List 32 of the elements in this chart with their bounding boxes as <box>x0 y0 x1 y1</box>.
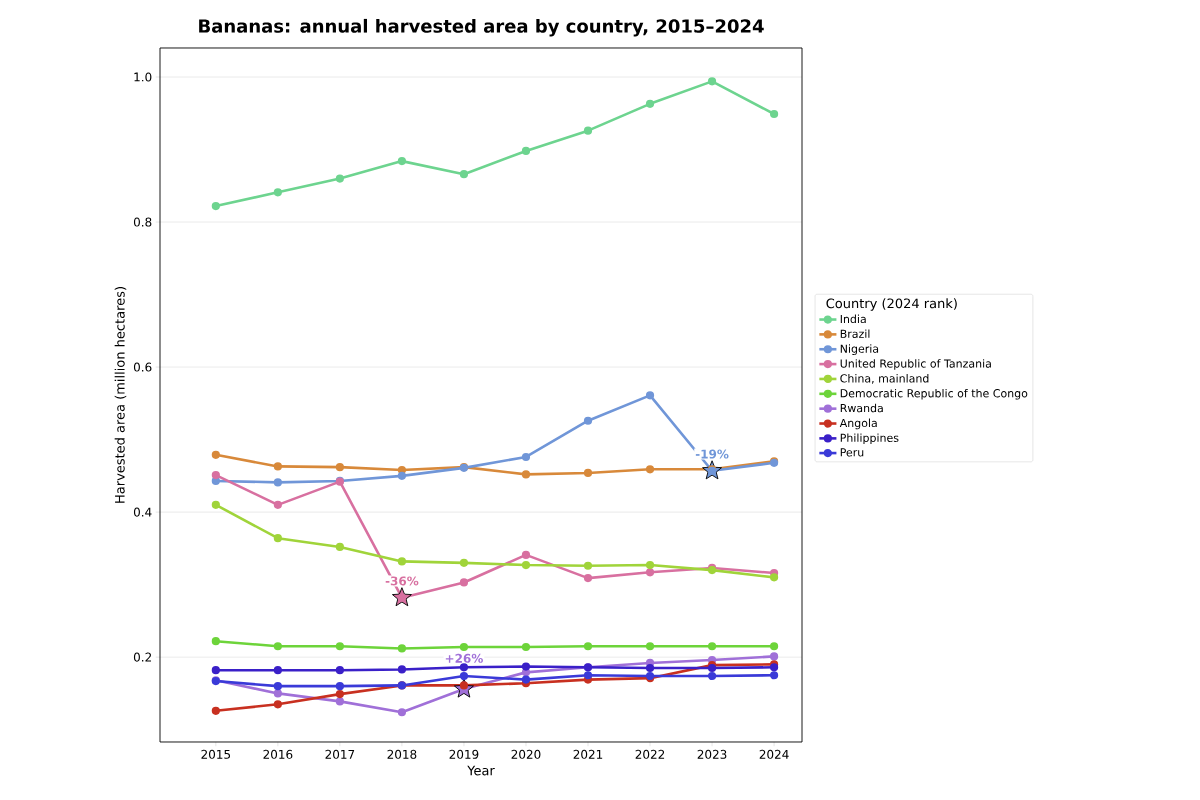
legend-label: Brazil <box>840 329 870 338</box>
x-tick-label: 2022 <box>635 749 665 759</box>
annotation: -36% <box>385 576 419 586</box>
legend-label: Angola <box>839 418 877 430</box>
x-axis-title: Year <box>467 765 495 776</box>
x-tick-label: 2021 <box>573 749 603 759</box>
annotation: -19% <box>695 449 729 459</box>
chart-title: Bananas: annual harvested area by country, 2015–2024 <box>199 18 764 37</box>
legend-label: Rwanda <box>840 403 883 413</box>
annotation: +26% <box>445 653 483 663</box>
legend-label: Philippines <box>840 433 899 445</box>
x-tick-label: 2023 <box>697 749 727 759</box>
x-tick-label: 2018 <box>387 749 417 759</box>
x-tick-label: 2017 <box>325 749 355 759</box>
x-tick-label: 2019 <box>449 749 479 759</box>
y-tick-label: 0.8 <box>133 217 152 227</box>
y-tick-label: 1.0 <box>134 72 152 82</box>
legend-title: Country (2024 rank) <box>826 298 957 311</box>
x-tick-label: 2016 <box>263 749 293 759</box>
legend-label: China, mainland <box>840 374 929 384</box>
y-tick-label: 0.6 <box>133 362 152 372</box>
x-tick-label: 2015 <box>201 749 231 759</box>
y-tick-label: 0.4 <box>133 507 152 517</box>
y-axis-title: Harvested area (million hectares) <box>114 287 127 503</box>
y-tick-label: 0.2 <box>133 652 152 662</box>
legend-label: Peru <box>840 448 864 457</box>
x-tick-label: 2024 <box>759 749 789 759</box>
legend-label: United Republic of Tanzania <box>840 359 991 370</box>
x-tick-label: 2020 <box>511 749 541 759</box>
legend-label: Democratic Republic of the Congo <box>840 388 1028 400</box>
legend-label: India <box>840 314 866 324</box>
legend-label: Nigeria <box>840 344 879 355</box>
